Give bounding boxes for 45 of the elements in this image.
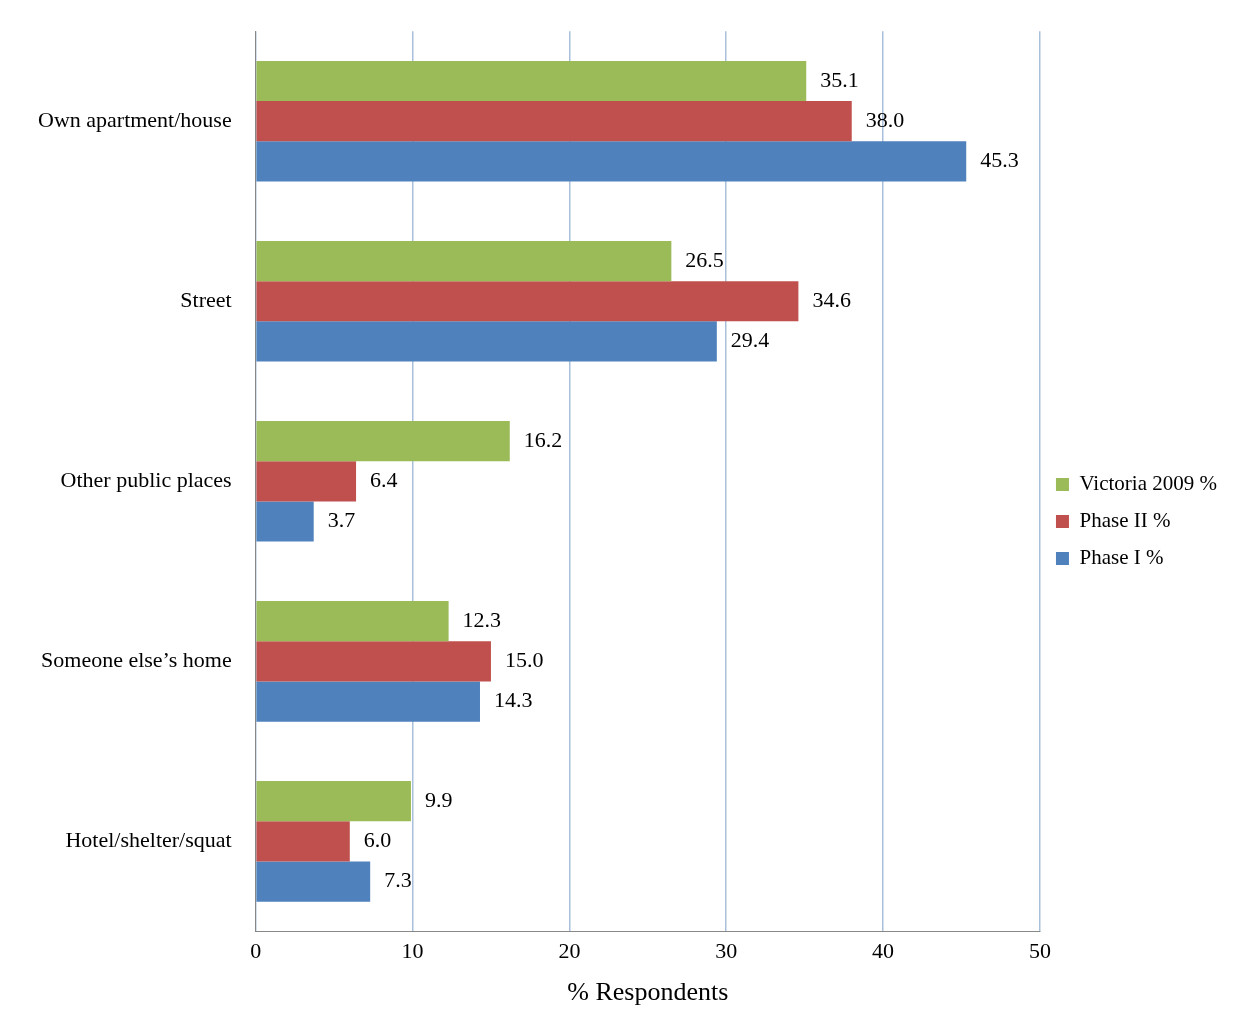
bar bbox=[256, 681, 480, 722]
data-label: 6.4 bbox=[370, 467, 398, 493]
data-label: 34.6 bbox=[812, 287, 851, 313]
bar bbox=[256, 461, 357, 502]
bar bbox=[256, 141, 967, 182]
data-label: 29.4 bbox=[730, 327, 770, 353]
bar bbox=[256, 240, 672, 282]
bar bbox=[256, 420, 510, 462]
data-label: 45.3 bbox=[980, 147, 1019, 173]
x-tick-label: 20 bbox=[558, 938, 581, 964]
bar bbox=[256, 60, 807, 102]
bar bbox=[256, 601, 449, 642]
y-tick-label: Someone else’s home bbox=[41, 647, 232, 673]
y-tick-label: Street bbox=[180, 287, 232, 313]
data-label: 12.3 bbox=[462, 606, 502, 632]
data-label: 3.7 bbox=[327, 507, 356, 533]
data-label: 26.5 bbox=[685, 246, 724, 272]
bar bbox=[256, 821, 350, 862]
data-label: 15.0 bbox=[504, 647, 544, 673]
data-label: 7.3 bbox=[384, 867, 412, 893]
data-label: 38.0 bbox=[865, 107, 905, 132]
data-label: 6.0 bbox=[363, 827, 392, 853]
bar bbox=[256, 321, 717, 362]
bar bbox=[256, 101, 852, 142]
bar bbox=[256, 641, 491, 682]
y-tick-label: Own apartment/house bbox=[38, 107, 232, 132]
bar bbox=[256, 501, 314, 542]
x-tick-label: 10 bbox=[401, 938, 424, 964]
y-tick-label: Hotel/shelter/squat bbox=[65, 827, 232, 853]
legend-label: Phase I % bbox=[1079, 545, 1164, 570]
x-tick-label: 50 bbox=[1028, 938, 1051, 964]
legend-label: Phase II % bbox=[1079, 508, 1171, 533]
legend-label: Victoria 2009 % bbox=[1079, 471, 1218, 496]
x-tick-label: 0 bbox=[250, 938, 262, 964]
data-label: 35.1 bbox=[820, 66, 859, 92]
data-label: 14.3 bbox=[493, 687, 533, 713]
bar bbox=[256, 781, 411, 822]
data-label: 9.9 bbox=[424, 786, 453, 812]
y-tick-label: Other public places bbox=[60, 467, 232, 493]
data-label: 16.2 bbox=[523, 426, 563, 452]
x-axis-title: % Respondents bbox=[567, 977, 729, 1007]
x-tick-label: 40 bbox=[872, 938, 895, 964]
bar bbox=[256, 281, 799, 322]
bar bbox=[256, 861, 371, 902]
x-tick-label: 30 bbox=[715, 938, 738, 964]
